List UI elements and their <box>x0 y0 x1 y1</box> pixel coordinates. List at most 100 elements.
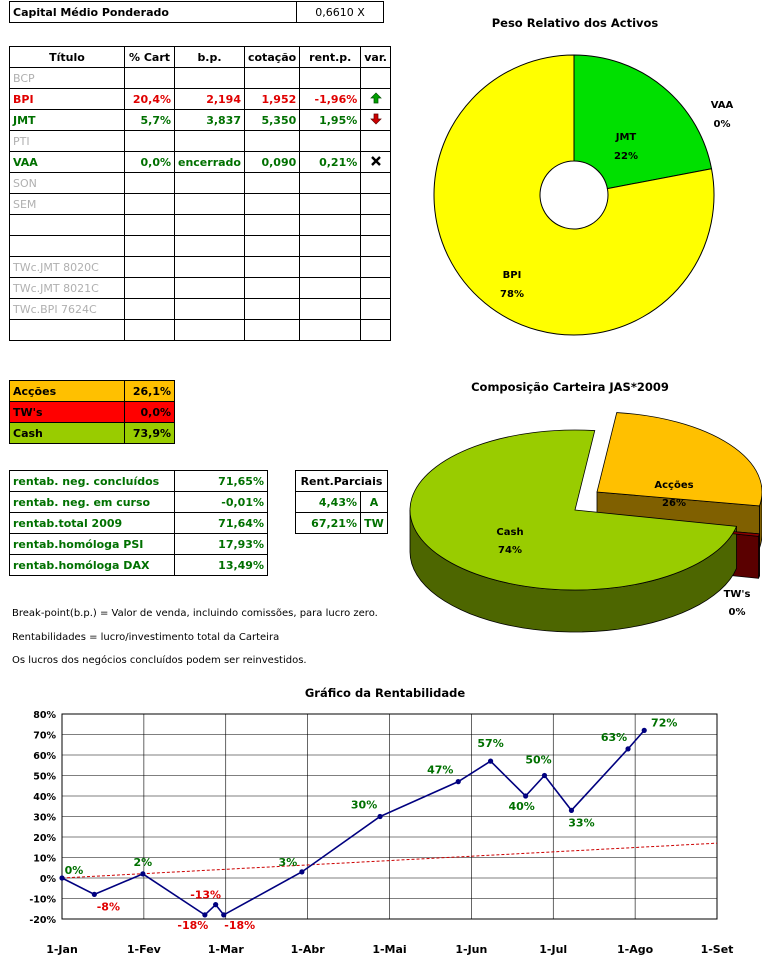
table-row: SEM <box>9 193 391 215</box>
mix-row: Acções 26,1% <box>9 380 175 402</box>
table-row: TWc.JMT 8020C <box>9 256 391 278</box>
position-title-cell: SON <box>9 172 125 194</box>
doughnut-chart: JMT 22% BPI 78% VAA 0% <box>433 54 734 336</box>
position-rent-cell: -1,96% <box>299 88 362 110</box>
x-tick-label: 1-Abr <box>291 943 326 956</box>
pie3d-chart-title: Composição Carteira JAS*2009 <box>471 380 669 394</box>
position-title-cell: VAA <box>9 151 125 173</box>
pie3d-slice-pct: 74% <box>498 545 522 556</box>
position-rent-cell: 0,21% <box>299 151 362 173</box>
position-title-cell: BCP <box>9 67 125 89</box>
position-cart-cell <box>124 277 175 299</box>
pie3d-slice-label: TW's <box>724 589 751 600</box>
returns-value: -0,01% <box>174 491 268 513</box>
table-row <box>9 235 391 257</box>
position-var-cell <box>360 67 391 89</box>
position-cart-cell <box>124 298 175 320</box>
position-bp-cell <box>174 67 245 89</box>
returns-table: rentab. neg. concluídos 71,65% rentab. neg… <box>9 470 268 576</box>
note-rentabilidades: Rentabilidades = lucro/investimento tota… <box>12 632 280 643</box>
pie3d-slice-label: Cash <box>496 527 523 538</box>
doughnut-chart-title: Peso Relativo dos Activos <box>491 16 659 30</box>
doughnut-slice-jmt <box>573 54 713 190</box>
mix-value: 73,9% <box>124 422 175 444</box>
returns-row: rentab.homóloga PSI 17,93% <box>9 533 268 555</box>
table-row: BPI 20,4% 2,194 1,952 -1,96% <box>9 88 391 110</box>
position-cart-cell <box>124 172 175 194</box>
position-bp-cell <box>174 298 245 320</box>
x-tick-label: 1-Jun <box>455 943 487 956</box>
note-breakpoint: Break-point(b.p.) = Valor de venda, incl… <box>12 608 378 619</box>
doughnut-slice-pct: 78% <box>500 289 524 300</box>
capital-value: 0,6610 X <box>296 1 384 23</box>
returns-label: rentab.total 2009 <box>9 512 175 534</box>
line-point <box>455 779 461 785</box>
position-title-cell: TWc.JMT 8020C <box>9 256 125 278</box>
position-title-cell <box>9 319 125 341</box>
position-var-cell <box>360 319 391 341</box>
position-bp-cell: 2,194 <box>174 88 245 110</box>
x-tick-label: 1-Jan <box>46 943 78 956</box>
position-var-cell <box>360 235 391 257</box>
table-row: TWc.JMT 8021C <box>9 277 391 299</box>
pie3d-slice-label: Acções <box>654 480 693 491</box>
position-var-cell <box>360 130 391 152</box>
position-cart-cell <box>124 67 175 89</box>
position-cotacao-cell <box>243 214 301 236</box>
position-var-cell <box>360 277 391 299</box>
position-title-cell <box>9 235 125 257</box>
line-chart: 80% 70% 60% 50% 40% 30% 20% 10% 0% -10% -20% 1-Jan 1… <box>29 710 733 956</box>
pie3d-slice-cash <box>409 429 738 591</box>
position-var-cell <box>360 193 391 215</box>
position-cotacao-cell: 1,952 <box>243 88 301 110</box>
position-cart-cell <box>124 319 175 341</box>
col-header-rent: rent.p. <box>299 46 362 68</box>
returns-row: rentab.homóloga DAX 13,49% <box>9 554 268 576</box>
table-row: TWc.BPI 7624C <box>9 298 391 320</box>
point-data-label: -8% <box>97 900 120 913</box>
returns-label: rentab. neg. concluídos <box>9 470 175 492</box>
point-data-label: 0% <box>65 864 84 877</box>
point-data-label: 50% <box>525 754 551 767</box>
position-rent-cell <box>299 214 362 236</box>
position-cotacao-cell <box>243 319 301 341</box>
position-bp-cell: 3,837 <box>174 109 245 131</box>
col-header-titulo: Título <box>9 46 125 68</box>
line-point <box>59 875 65 881</box>
position-var-cell <box>360 109 391 131</box>
col-header-bp: b.p. <box>174 46 245 68</box>
position-cart-cell <box>124 193 175 215</box>
point-data-label: -18% <box>224 919 255 932</box>
table-row: SON <box>9 172 391 194</box>
table-row: VAA 0,0% encerrado 0,090 0,21% <box>9 151 391 173</box>
position-bp-cell <box>174 319 245 341</box>
position-rent-cell: 1,95% <box>299 109 362 131</box>
partials-header: Rent.Parciais <box>295 470 388 492</box>
table-row: JMT 5,7% 3,837 5,350 1,95% <box>9 109 391 131</box>
y-tick-label: 70% <box>33 731 56 742</box>
x-tick-label: 1-Fev <box>127 943 162 956</box>
position-title-cell: SEM <box>9 193 125 215</box>
trend-line <box>61 842 718 879</box>
position-title-cell: TWc.JMT 8021C <box>9 277 125 299</box>
returns-value: 71,64% <box>174 512 268 534</box>
line-point <box>377 813 383 820</box>
line-point <box>625 746 631 752</box>
note-lucros: Os lucros dos negócios concluídos podem … <box>12 655 307 666</box>
mix-table: Acções 26,1% TW's 0,0% Cash 73,9% <box>9 380 175 444</box>
partial-tag: TW <box>360 512 388 534</box>
point-data-label: 63% <box>601 731 627 744</box>
table-row <box>9 214 391 236</box>
position-cart-cell <box>124 235 175 257</box>
doughnut-slice-pct: 22% <box>614 151 638 162</box>
position-var-cell <box>360 298 391 320</box>
line-point <box>487 758 494 764</box>
capital-label: Capital Médio Ponderado <box>9 1 297 23</box>
position-title-cell <box>9 214 125 236</box>
col-header-var: var. <box>360 46 391 68</box>
position-cart-cell: 20,4% <box>124 88 175 110</box>
position-cotacao-cell <box>243 67 301 89</box>
x-tick-label: 1-Ago <box>617 943 654 956</box>
y-tick-label: -10% <box>29 895 56 906</box>
mix-row: Cash 73,9% <box>9 422 175 444</box>
